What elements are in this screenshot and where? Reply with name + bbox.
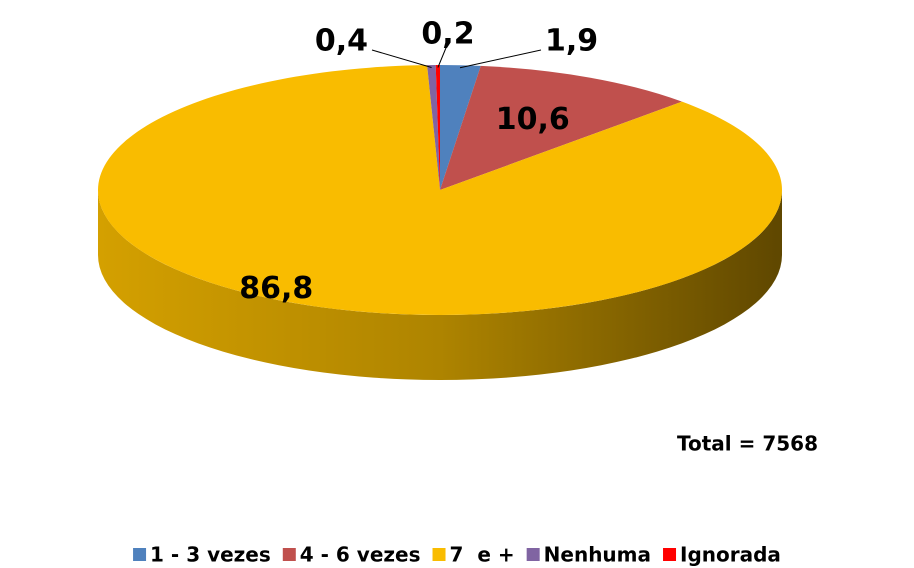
slice-side <box>98 190 782 380</box>
legend-label: Ignorada <box>680 543 781 567</box>
legend-label: 1 - 3 vezes <box>150 543 271 567</box>
leader-line <box>437 42 449 68</box>
value-label: 0,4 <box>315 24 368 59</box>
legend-swatch <box>663 548 677 561</box>
legend-label: Nenhuma <box>544 543 651 567</box>
value-label: 0,2 <box>421 17 474 52</box>
value-label: 1,9 <box>545 24 598 59</box>
legend-swatch <box>432 548 446 561</box>
legend-swatch <box>133 548 147 561</box>
legend-label: 4 - 6 vezes <box>300 543 421 567</box>
leader-line <box>459 49 542 69</box>
value-label: 10,6 <box>496 102 570 137</box>
slice <box>427 65 440 190</box>
slice <box>440 65 481 190</box>
slice <box>435 65 440 190</box>
legend-label: 7 e + <box>450 543 515 567</box>
legend-swatch <box>282 548 296 561</box>
slice <box>97 65 782 316</box>
leader-line <box>371 49 432 69</box>
slice <box>440 65 683 190</box>
legend-swatch <box>526 548 540 561</box>
total-annotation: Total = 7568 <box>677 432 818 456</box>
value-label: 86,8 <box>239 271 313 306</box>
